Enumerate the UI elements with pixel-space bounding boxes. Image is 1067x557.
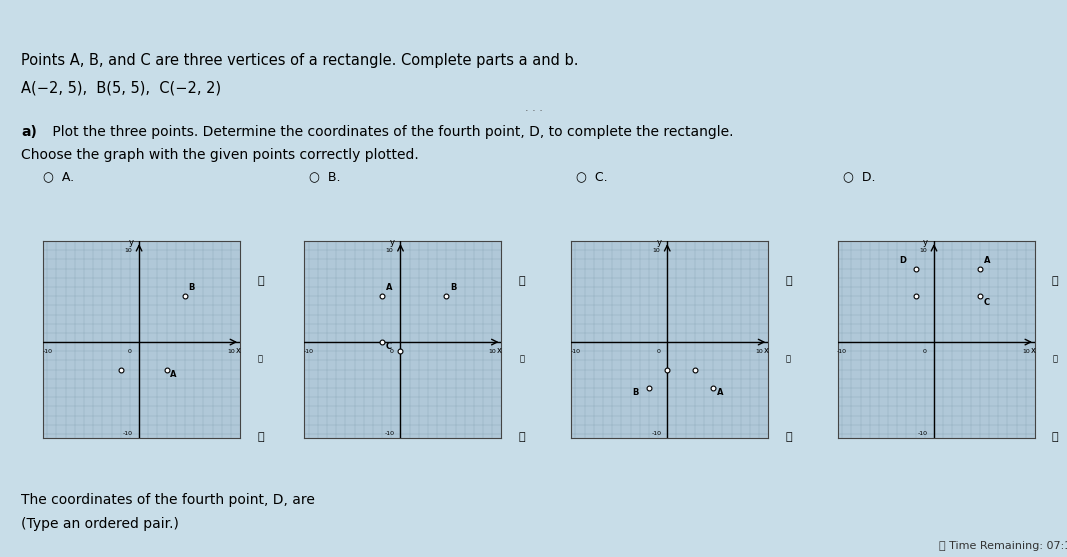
Text: -10: -10 bbox=[918, 431, 928, 436]
Text: · · ·: · · · bbox=[525, 106, 542, 116]
Text: x: x bbox=[764, 346, 769, 355]
Text: C: C bbox=[386, 342, 392, 351]
Text: x: x bbox=[1031, 346, 1036, 355]
Text: 0: 0 bbox=[923, 349, 927, 354]
Text: 10: 10 bbox=[227, 349, 235, 354]
Text: ⤢: ⤢ bbox=[257, 432, 264, 442]
Text: Plot the three points. Determine the coordinates of the fourth point, D, to comp: Plot the three points. Determine the coo… bbox=[48, 125, 733, 139]
Text: 🔍: 🔍 bbox=[1053, 355, 1057, 364]
Text: ⤢: ⤢ bbox=[519, 432, 525, 442]
Text: y: y bbox=[923, 238, 928, 247]
Text: 0: 0 bbox=[389, 349, 394, 354]
Text: ○  D.: ○ D. bbox=[843, 170, 875, 183]
Text: ⤢: ⤢ bbox=[785, 432, 792, 442]
Text: D: D bbox=[899, 256, 906, 265]
Text: 🔍: 🔍 bbox=[258, 355, 262, 364]
Text: 🔍: 🔍 bbox=[786, 355, 791, 364]
Text: ⤢: ⤢ bbox=[1052, 432, 1058, 442]
Text: B: B bbox=[633, 388, 639, 397]
Text: B: B bbox=[189, 284, 195, 292]
Text: a): a) bbox=[21, 125, 37, 139]
Text: 🔍: 🔍 bbox=[1052, 276, 1058, 286]
Text: -10: -10 bbox=[384, 431, 395, 436]
Text: 0: 0 bbox=[128, 349, 132, 354]
Text: ○  B.: ○ B. bbox=[309, 170, 341, 183]
Text: -10: -10 bbox=[651, 431, 662, 436]
Text: (Type an ordered pair.): (Type an ordered pair.) bbox=[21, 517, 179, 531]
Text: 10: 10 bbox=[919, 248, 927, 253]
Text: ○  A.: ○ A. bbox=[43, 170, 74, 183]
Text: A(−2, 5),  B(5, 5),  C(−2, 2): A(−2, 5), B(5, 5), C(−2, 2) bbox=[21, 81, 222, 96]
Text: 🔍: 🔍 bbox=[257, 276, 264, 286]
Text: 🔍: 🔍 bbox=[520, 355, 524, 364]
Text: -10: -10 bbox=[43, 349, 52, 354]
Text: y: y bbox=[128, 238, 133, 247]
Text: ○  C.: ○ C. bbox=[576, 170, 608, 183]
Text: The coordinates of the fourth point, D, are: The coordinates of the fourth point, D, … bbox=[21, 493, 315, 507]
Text: A: A bbox=[171, 370, 177, 379]
Text: -10: -10 bbox=[123, 431, 133, 436]
Text: 🔍: 🔍 bbox=[519, 276, 525, 286]
Text: B: B bbox=[450, 284, 457, 292]
Text: 0: 0 bbox=[656, 349, 660, 354]
Text: 10: 10 bbox=[489, 349, 496, 354]
Text: 10: 10 bbox=[755, 349, 763, 354]
Text: 10: 10 bbox=[385, 248, 394, 253]
Text: A: A bbox=[717, 388, 723, 397]
Text: x: x bbox=[236, 346, 241, 355]
Text: y: y bbox=[389, 238, 395, 247]
Text: Points A, B, and C are three vertices of a rectangle. Complete parts a and b.: Points A, B, and C are three vertices of… bbox=[21, 53, 578, 68]
Text: ⏰ Time Remaining: 07:18: ⏰ Time Remaining: 07:18 bbox=[939, 541, 1067, 551]
Text: A: A bbox=[386, 284, 393, 292]
Text: 🔍: 🔍 bbox=[785, 276, 792, 286]
Text: A: A bbox=[984, 256, 990, 265]
Text: y: y bbox=[656, 238, 662, 247]
Text: x: x bbox=[497, 346, 503, 355]
Text: -10: -10 bbox=[571, 349, 580, 354]
Text: 10: 10 bbox=[1022, 349, 1030, 354]
Text: Choose the graph with the given points correctly plotted.: Choose the graph with the given points c… bbox=[21, 148, 419, 162]
Text: C: C bbox=[984, 298, 990, 307]
Text: -10: -10 bbox=[304, 349, 314, 354]
Text: 10: 10 bbox=[652, 248, 660, 253]
Text: 10: 10 bbox=[124, 248, 132, 253]
Text: -10: -10 bbox=[838, 349, 847, 354]
